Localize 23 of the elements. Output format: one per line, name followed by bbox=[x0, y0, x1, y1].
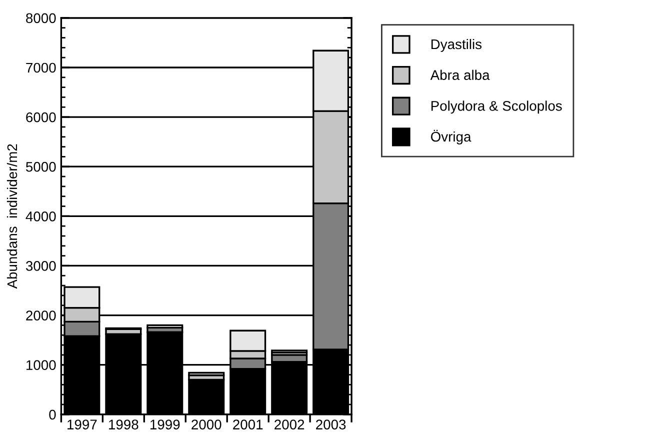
y-tick-label: 8000 bbox=[26, 13, 56, 24]
y-tick-label: 3000 bbox=[26, 261, 56, 271]
y-axis-title: Abundans individer/m2 bbox=[6, 144, 18, 289]
x-tick-label: 2000 bbox=[192, 420, 222, 430]
y-tick-label: 5000 bbox=[26, 162, 56, 172]
x-tick-label: 1997 bbox=[68, 420, 97, 430]
x-tick-label: 2002 bbox=[274, 420, 304, 430]
y-tick-label: 6000 bbox=[26, 112, 56, 122]
y-tick-label: 4000 bbox=[26, 211, 56, 222]
legend-label: Abra alba bbox=[430, 70, 490, 80]
x-tick-label: 2001 bbox=[233, 420, 263, 430]
legend-label: Övriga bbox=[430, 130, 472, 144]
y-tick-label: 7000 bbox=[26, 62, 56, 73]
y-tick-label: 2000 bbox=[26, 310, 56, 320]
legend-label: Polydora & Scoloplos bbox=[431, 100, 562, 114]
y-tick-label: 0 bbox=[49, 410, 56, 420]
x-tick-label: 1999 bbox=[150, 420, 180, 430]
bar bbox=[146, 324, 184, 329]
x-tick-label: 2003 bbox=[316, 420, 346, 430]
y-tick-label: 1000 bbox=[26, 360, 56, 370]
legend-label: Dyastilis bbox=[431, 38, 482, 52]
x-tick-label: 1998 bbox=[109, 420, 138, 430]
bar bbox=[188, 372, 225, 376]
